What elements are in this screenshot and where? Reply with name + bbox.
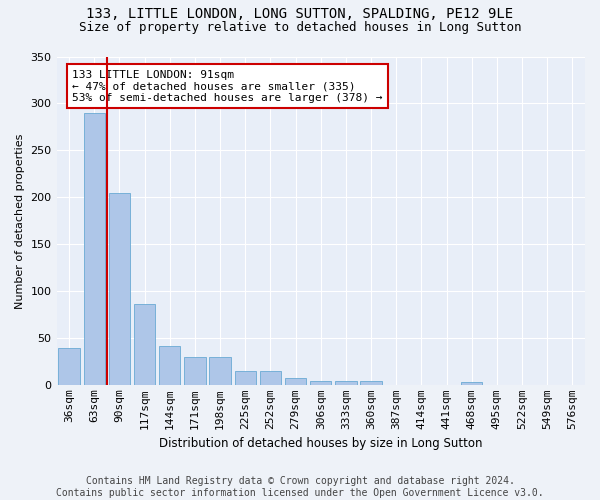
Y-axis label: Number of detached properties: Number of detached properties [15, 134, 25, 308]
Bar [58, 348, 80, 386]
Bar [159, 346, 181, 386]
Bar [310, 380, 331, 386]
Text: 133, LITTLE LONDON, LONG SUTTON, SPALDING, PE12 9LE: 133, LITTLE LONDON, LONG SUTTON, SPALDIN… [86, 8, 514, 22]
Bar [209, 357, 231, 386]
Bar [260, 372, 281, 386]
Text: 133 LITTLE LONDON: 91sqm
← 47% of detached houses are smaller (335)
53% of semi-: 133 LITTLE LONDON: 91sqm ← 47% of detach… [73, 70, 383, 103]
Text: Size of property relative to detached houses in Long Sutton: Size of property relative to detached ho… [79, 21, 521, 34]
X-axis label: Distribution of detached houses by size in Long Sutton: Distribution of detached houses by size … [159, 437, 482, 450]
Bar [235, 372, 256, 386]
Bar [83, 113, 105, 386]
Bar [109, 193, 130, 386]
Bar [285, 378, 307, 386]
Bar [335, 380, 356, 386]
Bar [361, 380, 382, 386]
Text: Contains HM Land Registry data © Crown copyright and database right 2024.
Contai: Contains HM Land Registry data © Crown c… [56, 476, 544, 498]
Bar [461, 382, 482, 386]
Bar [184, 357, 206, 386]
Bar [134, 304, 155, 386]
